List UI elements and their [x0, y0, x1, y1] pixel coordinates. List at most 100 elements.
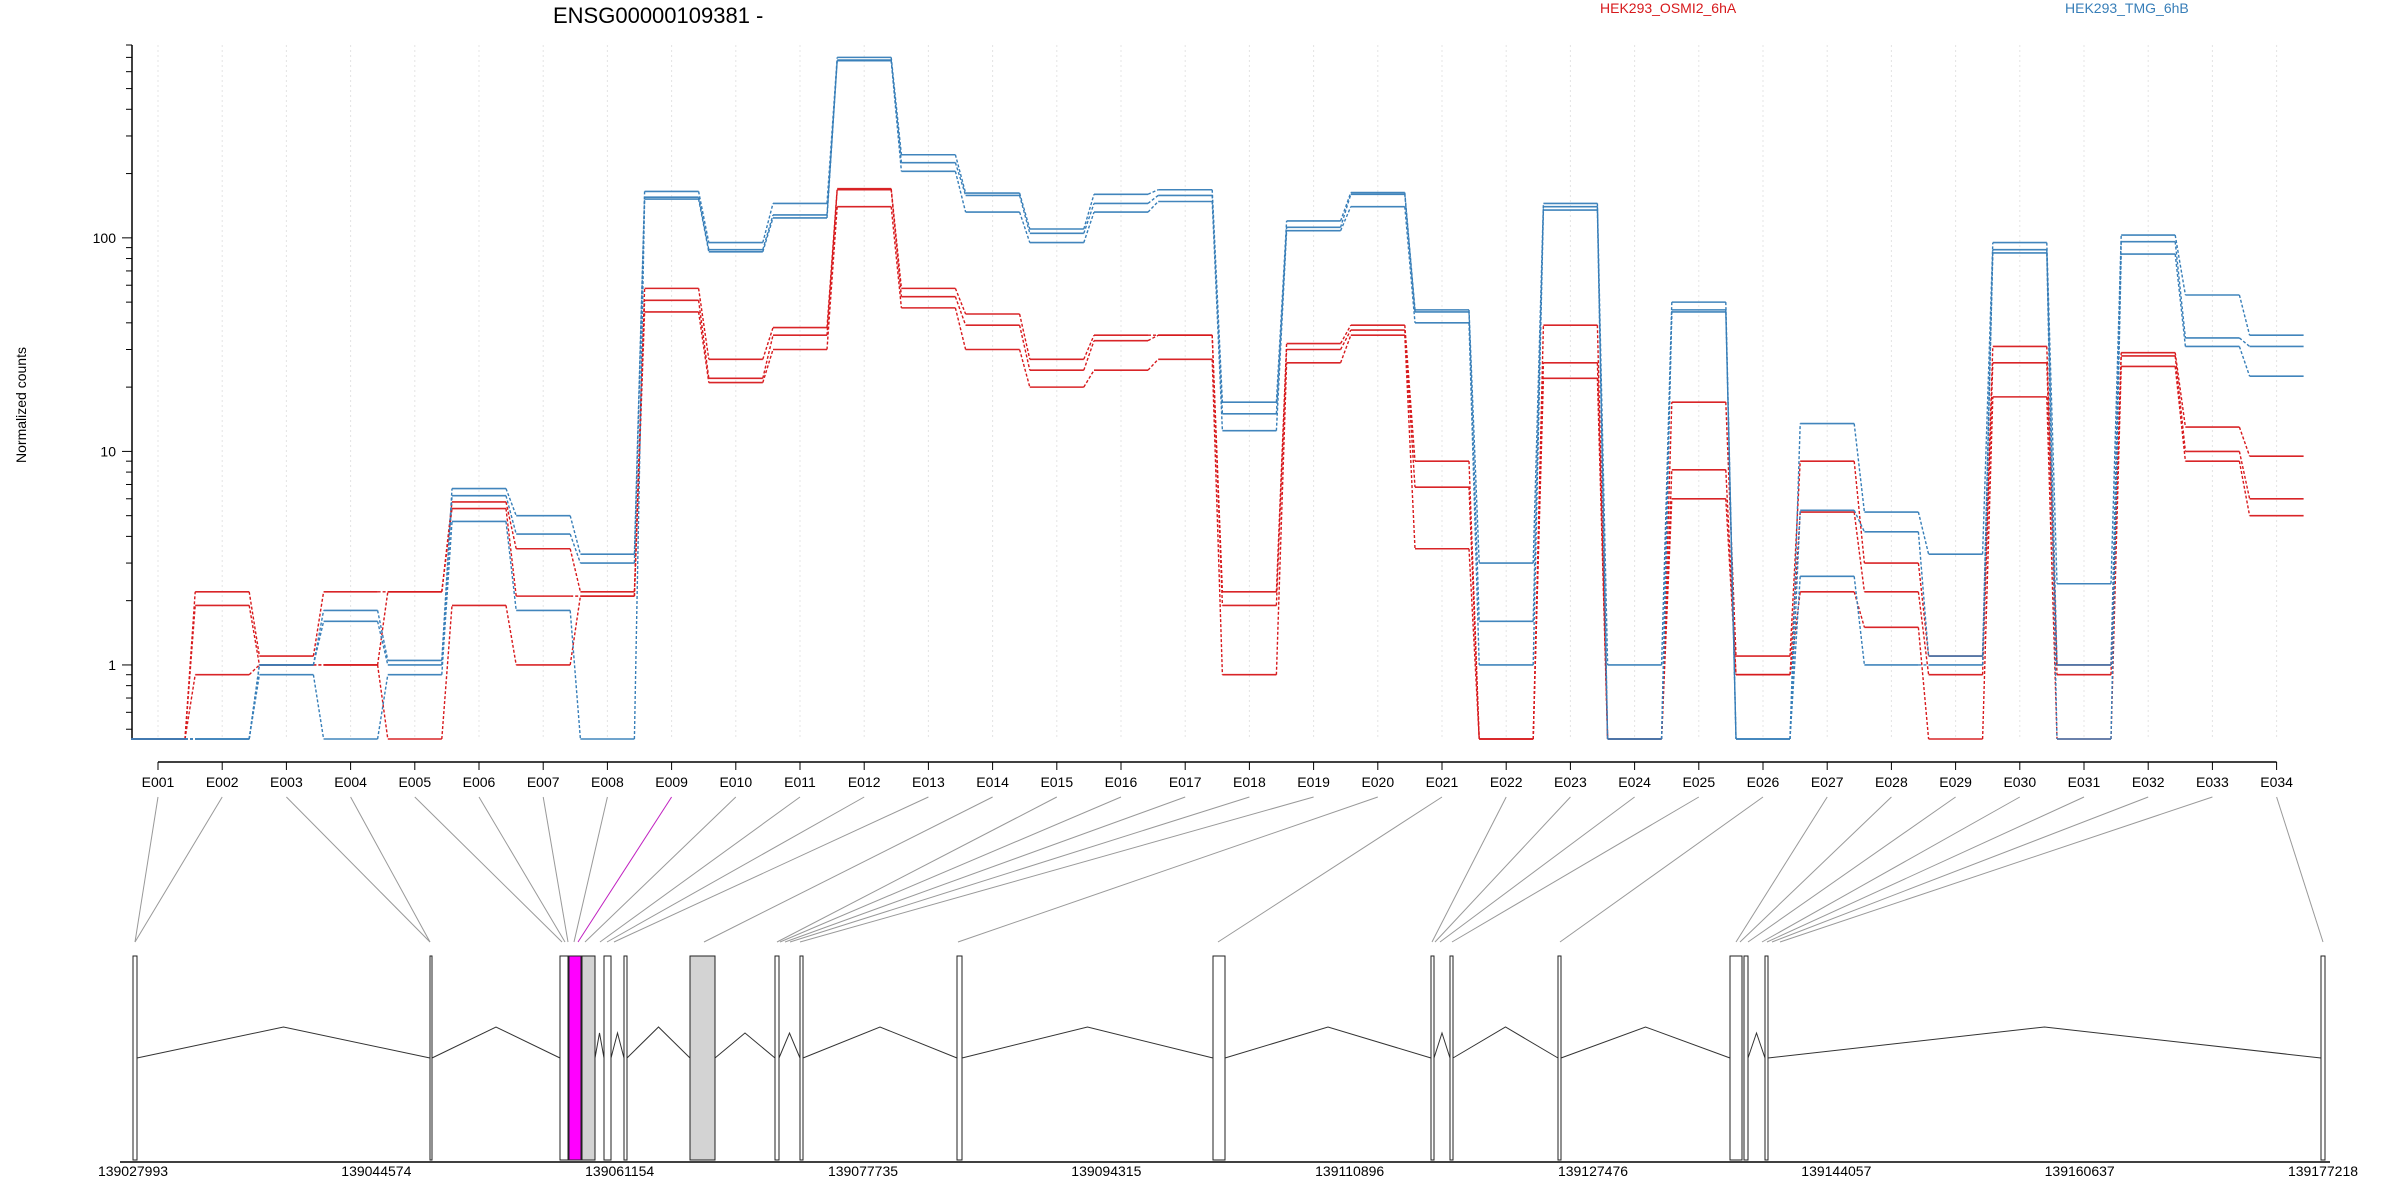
- x-tick-label: E014: [976, 774, 1009, 790]
- x-tick-label: E005: [398, 774, 431, 790]
- series-connector: [185, 57, 2251, 740]
- exon-block: [774, 955, 780, 1161]
- intron-line: [1452, 1026, 1559, 1059]
- exon-connectors: [134, 796, 2324, 943]
- exon-block: [429, 955, 433, 1161]
- exon-connector: [134, 796, 223, 943]
- series-connector: [185, 60, 2251, 740]
- intron-line: [431, 1026, 561, 1059]
- coordinate-label: 139177218: [2288, 1163, 2358, 1179]
- intron-line: [626, 1026, 691, 1059]
- legend-entry-osmi2: HEK293_OSMI2_6hA: [1600, 0, 1737, 16]
- series-line: [131, 59, 2304, 740]
- exon-block: [689, 955, 716, 1161]
- exon-connector: [1739, 796, 1892, 943]
- x-tick-label: E006: [463, 774, 496, 790]
- exon-block: [799, 955, 804, 1161]
- x-tick-label: E020: [1361, 774, 1394, 790]
- genomic-coordinates: 139027993 139044574 139061154 139077735 1390…: [98, 1163, 2358, 1179]
- y-axis-label: Normalized counts: [13, 347, 29, 463]
- exon-connector: [286, 796, 431, 943]
- intron-line: [961, 1026, 1214, 1059]
- x-tick-label: E010: [719, 774, 752, 790]
- intron-line: [136, 1026, 431, 1059]
- exon-block: [603, 955, 612, 1161]
- exon-connector: [134, 796, 159, 943]
- coordinate-label: 139160637: [2045, 1163, 2115, 1179]
- x-tick-label: E025: [1682, 774, 1715, 790]
- coordinate-label: 139094315: [1071, 1163, 1141, 1179]
- coordinate-label: 139061154: [585, 1163, 654, 1179]
- intron-line: [1433, 1031, 1451, 1059]
- intron-line: [802, 1026, 958, 1059]
- x-tick-label: E004: [334, 774, 367, 790]
- exon-connector: [584, 796, 737, 943]
- x-tick-label: E009: [655, 774, 688, 790]
- intron-line: [594, 1032, 605, 1059]
- exon-block: [1430, 955, 1435, 1161]
- exon-connector: [542, 796, 569, 943]
- exon-block: [559, 955, 569, 1161]
- exon-connector: [1451, 796, 1700, 943]
- gene-model: [120, 955, 2330, 1163]
- exon-connector: [1434, 796, 1571, 943]
- x-tick-label: E031: [2068, 774, 2101, 790]
- x-tick-label: E021: [1426, 774, 1459, 790]
- exon-connector: [350, 796, 431, 943]
- coordinate-label: 139044574: [341, 1163, 411, 1179]
- y-axis: 1 10 100: [93, 44, 133, 739]
- x-tick-label: E022: [1490, 774, 1523, 790]
- exon-connector: [573, 796, 608, 943]
- series-connector: [185, 60, 2251, 740]
- vertical-grid: [157, 45, 2278, 739]
- exon-connector: [784, 796, 1186, 943]
- x-tick-label: E016: [1105, 774, 1138, 790]
- series-lines: [131, 56, 2304, 740]
- x-tick-label: E024: [1618, 774, 1651, 790]
- coordinate-label: 139144057: [1801, 1163, 1871, 1179]
- exon-connector: [776, 796, 1058, 943]
- exon-connector: [1761, 796, 2021, 943]
- x-tick-label: E007: [527, 774, 560, 790]
- intron-line: [1560, 1026, 1731, 1059]
- x-tick-label: E018: [1233, 774, 1266, 790]
- exon-connector: [1747, 796, 1956, 943]
- x-tick-label: E023: [1554, 774, 1587, 790]
- exon-block: [623, 955, 628, 1161]
- x-tick-label: E015: [1040, 774, 1073, 790]
- exon-block: [1743, 955, 1749, 1161]
- intron-line: [714, 1032, 776, 1059]
- intron-line: [778, 1031, 801, 1059]
- exon-connector: [2276, 796, 2324, 943]
- x-tick-label: E019: [1297, 774, 1330, 790]
- exon-block: [1764, 955, 1769, 1161]
- exon-connector: [414, 796, 563, 943]
- legend-entry-tmg: HEK293_TMG_6hB: [2065, 0, 2189, 16]
- exon-connector: [703, 796, 993, 943]
- exon-connector: [577, 796, 673, 943]
- coordinate-label: 139110896: [1315, 1163, 1384, 1179]
- exon-connector: [1779, 796, 2213, 943]
- exon-connector: [1439, 796, 1635, 943]
- exon-connector: [1217, 796, 1443, 943]
- coordinate-label: 139077735: [828, 1163, 898, 1179]
- exon-connector: [606, 796, 865, 943]
- y-tick-label: 1: [108, 657, 116, 673]
- x-tick-label: E003: [270, 774, 303, 790]
- x-tick-label: E028: [1875, 774, 1908, 790]
- exon-connector: [1766, 796, 2085, 943]
- x-tick-label: E033: [2196, 774, 2229, 790]
- exon-connector: [1771, 796, 2149, 943]
- x-tick-label: E030: [2003, 774, 2036, 790]
- exon-connector: [789, 796, 1250, 943]
- x-tick-label: E012: [848, 774, 881, 790]
- series-line: [131, 56, 2304, 740]
- exon-connector: [478, 796, 566, 943]
- series-line: [131, 59, 2304, 740]
- exon-connector: [957, 796, 1378, 943]
- x-axis: E001 E002 E003 E004 E005 E006 E007 E008 E009 E010…: [142, 761, 2293, 790]
- x-tick-label: E001: [142, 774, 175, 790]
- exon-connector: [599, 796, 801, 943]
- exon-block: [1557, 955, 1562, 1161]
